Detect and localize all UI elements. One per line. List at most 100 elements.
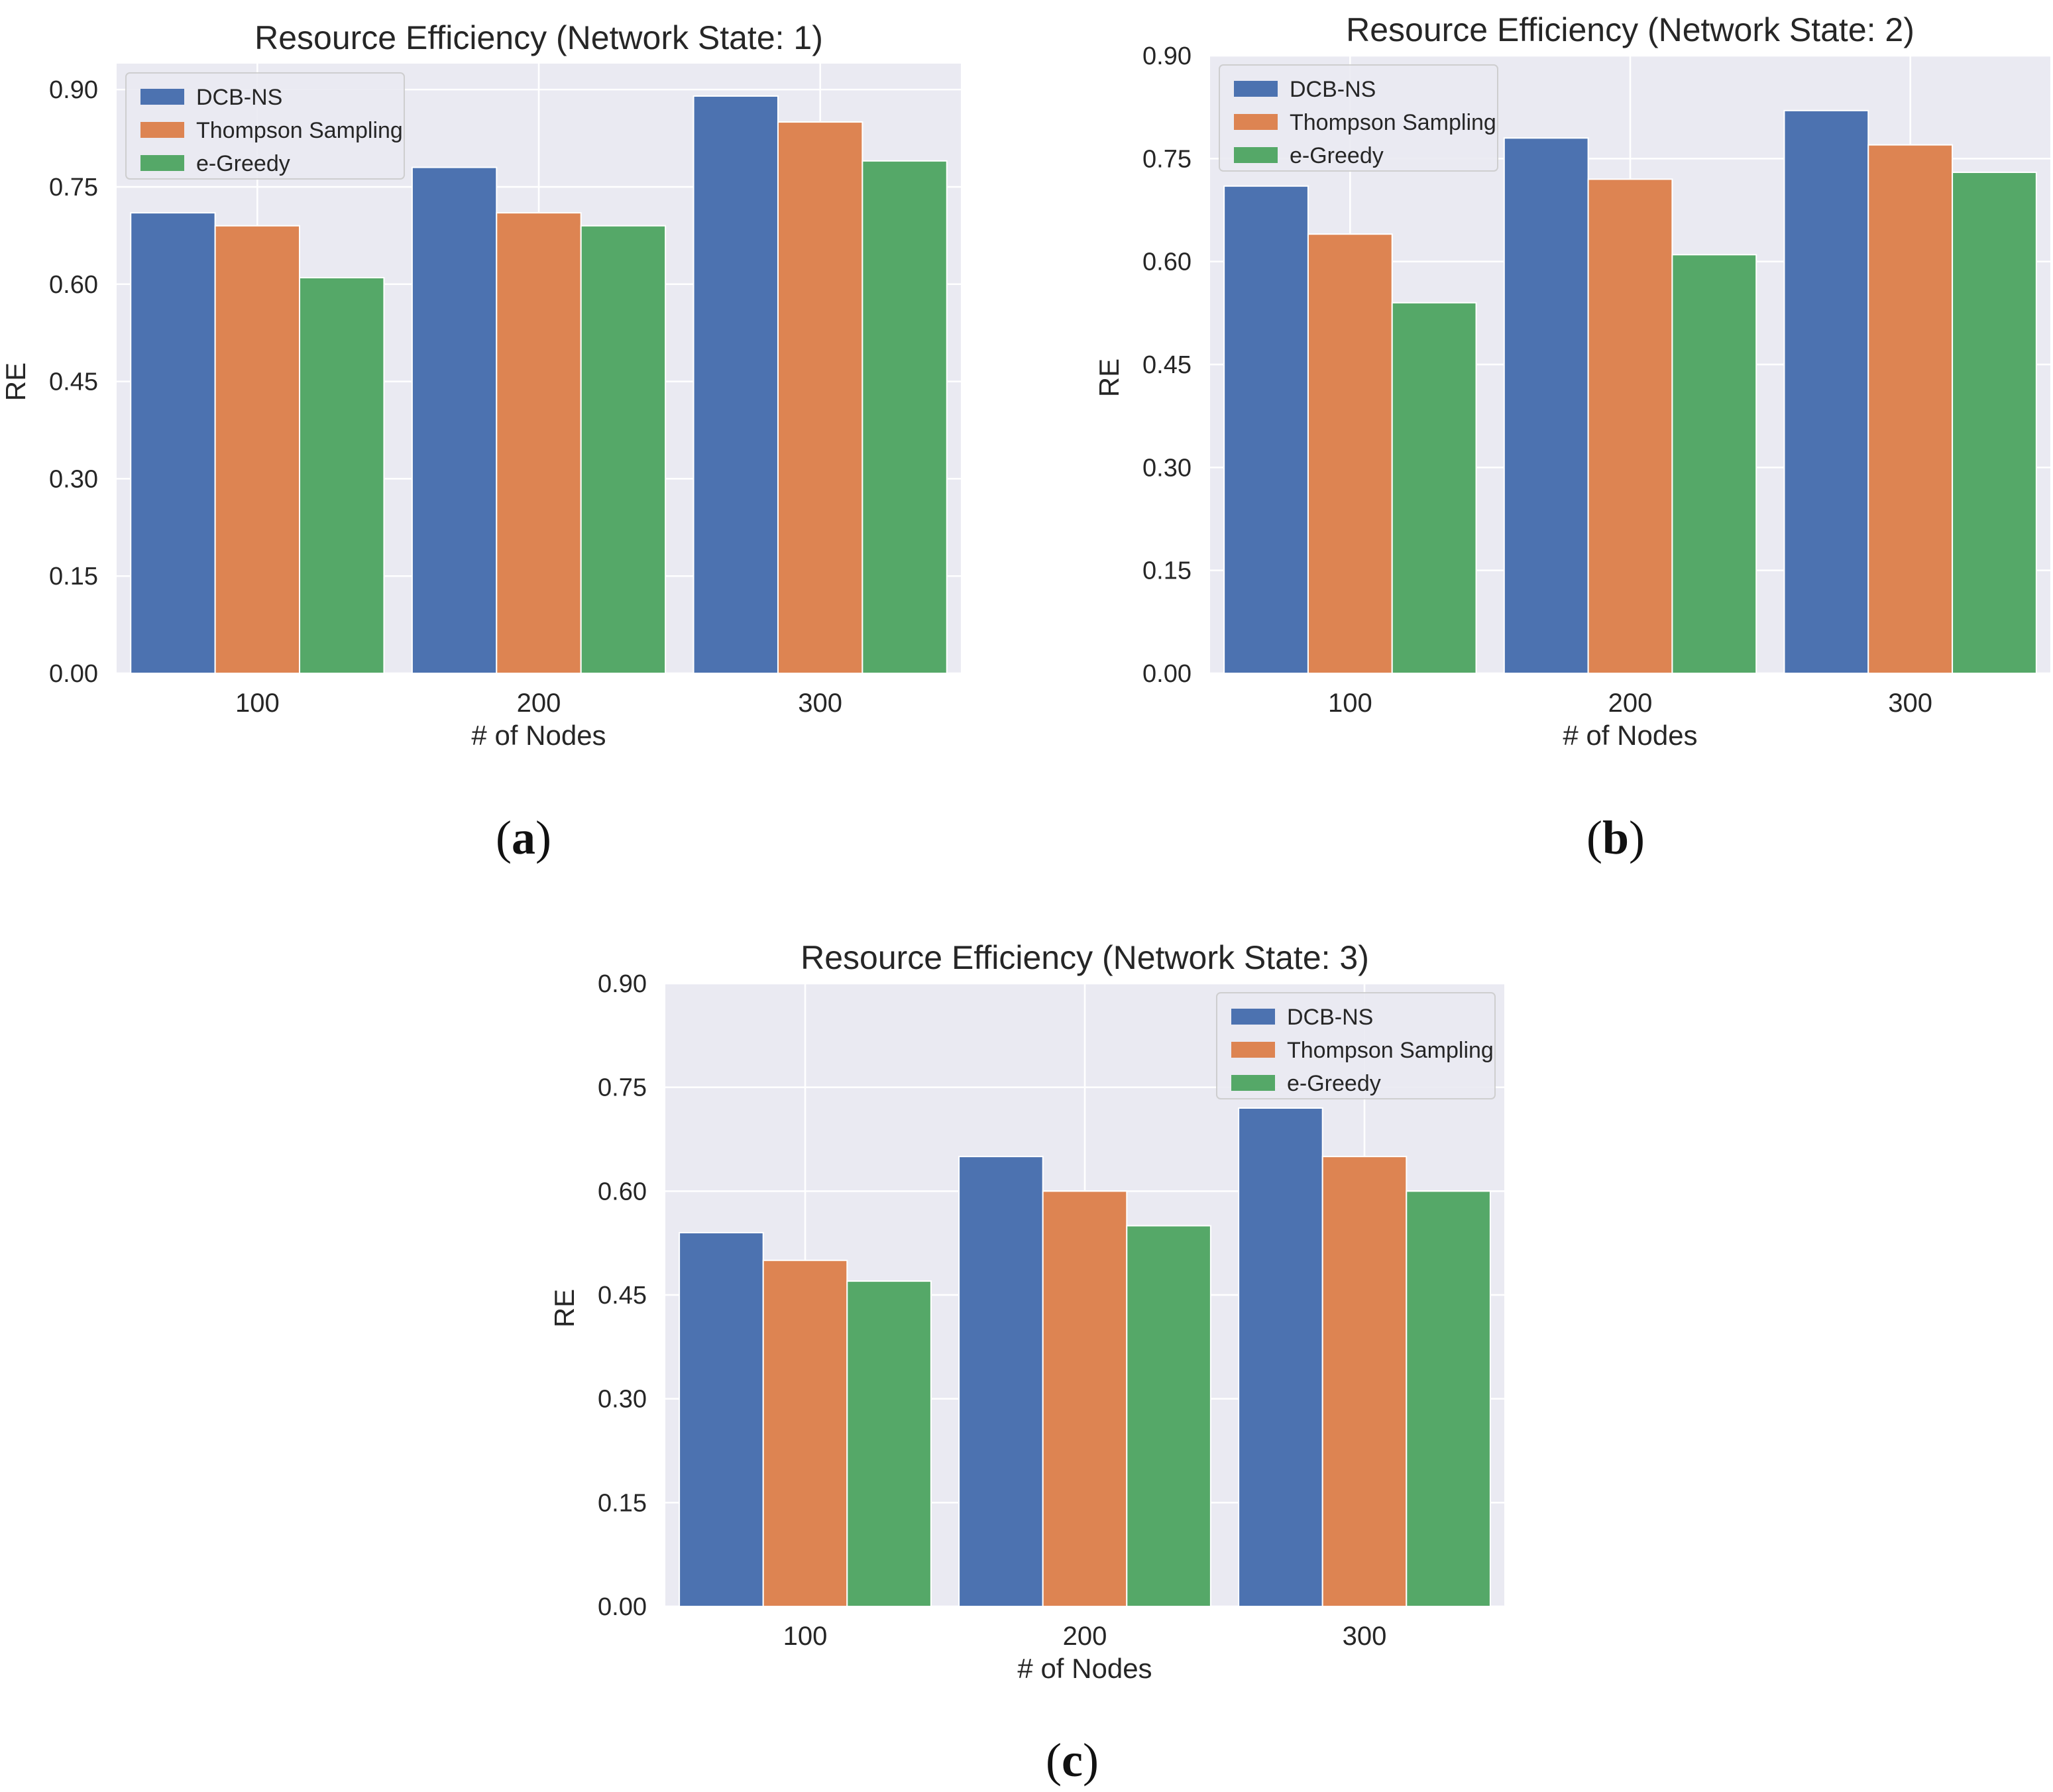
y-tick-label: 0.75: [49, 174, 98, 201]
y-tick-label: 0.15: [598, 1489, 647, 1517]
y-tick-label: 0.90: [49, 76, 98, 104]
y-tick-label: 0.00: [598, 1593, 647, 1621]
y-tick-label: 0.60: [49, 271, 98, 299]
y-tick-label: 0.00: [49, 660, 98, 688]
bar-dcb-ns-300: [1783, 109, 1869, 675]
x-axis-label: # of Nodes: [1017, 1653, 1152, 1684]
y-axis-label: RE: [549, 1289, 580, 1327]
y-tick-label: 0.30: [49, 465, 98, 493]
y-axis-label: RE: [1093, 359, 1125, 397]
y-tick-label: 0.60: [598, 1178, 647, 1205]
bar-thompson-sampling-200: [1042, 1190, 1128, 1608]
y-tick-label: 0.00: [1142, 660, 1192, 688]
x-axis-label: # of Nodes: [1563, 720, 1697, 751]
legend-label: e-Greedy: [196, 151, 290, 176]
bar-dcb-ns-200: [1503, 137, 1589, 674]
chart-panel-c: 0.00 0.15 0.30 0.45 0.60 0.75 0.90 100 200 300 Res…: [549, 939, 1504, 1787]
bar-dcb-ns-200: [958, 1156, 1044, 1607]
y-tick-label: 0.15: [49, 563, 98, 590]
bar-e-greedy-200: [1671, 254, 1757, 674]
y-tick-label: 0.30: [1142, 454, 1192, 482]
y-tick-label: 0.75: [598, 1074, 647, 1102]
bar-thompson-sampling-300: [777, 121, 863, 675]
legend-label: DCB-NS: [196, 85, 282, 110]
legend: DCB-NS Thompson Sampling e-Greedy: [125, 72, 405, 180]
panel-letter: b: [1602, 811, 1629, 864]
y-tick-label: 0.90: [1142, 42, 1192, 70]
x-axis-label: # of Nodes: [471, 720, 606, 751]
x-tick-label: 200: [517, 689, 561, 718]
bar-dcb-ns-100: [130, 212, 216, 674]
x-tick-label: 200: [1063, 1622, 1107, 1651]
bar-e-greedy-300: [861, 160, 948, 674]
x-tick-label: 300: [798, 689, 842, 718]
x-tick-label: 300: [1343, 1622, 1387, 1651]
x-tick-label: 100: [1328, 689, 1372, 718]
bar-e-greedy-100: [846, 1280, 932, 1607]
legend-label: DCB-NS: [1287, 1005, 1373, 1030]
legend-label: Thompson Sampling: [1287, 1038, 1494, 1063]
bar-e-greedy-300: [1406, 1190, 1491, 1608]
legend-swatch: [1231, 1075, 1275, 1091]
bar-thompson-sampling-200: [496, 212, 582, 674]
bar-e-greedy-100: [299, 276, 385, 675]
x-tick-label: 300: [1888, 689, 1932, 718]
bar-e-greedy-200: [580, 225, 667, 674]
legend-swatch: [1231, 1042, 1275, 1058]
chart-panel-a: 0.00 0.15 0.30 0.45 0.60 0.75 0.90 100 200 300 Res…: [0, 19, 961, 864]
panel-letter: c: [1062, 1734, 1083, 1787]
y-tick-label: 0.15: [1142, 557, 1192, 585]
bar-e-greedy-200: [1126, 1225, 1211, 1607]
panel-label: (b): [1586, 811, 1645, 864]
legend-swatch: [140, 155, 184, 171]
legend-box: [1216, 992, 1496, 1099]
legend-label: e-Greedy: [1290, 143, 1384, 168]
chart-title: Resource Efficiency (Network State: 3): [801, 939, 1369, 976]
bar-dcb-ns-100: [679, 1232, 764, 1607]
bar-thompson-sampling-100: [762, 1259, 848, 1608]
bar-thompson-sampling-200: [1587, 178, 1673, 674]
legend-box: [1219, 64, 1498, 172]
chart-panel-b: 0.00 0.15 0.30 0.45 0.60 0.75 0.90 100 200 300 Res…: [1093, 11, 2050, 864]
legend-label: Thompson Sampling: [1290, 110, 1496, 135]
bar-thompson-sampling-300: [1321, 1156, 1408, 1607]
bar-dcb-ns-200: [411, 166, 498, 674]
bar-thompson-sampling-300: [1867, 144, 1954, 675]
bar-dcb-ns-100: [1223, 185, 1309, 674]
chart-title: Resource Efficiency (Network State: 1): [254, 19, 823, 56]
y-tick-label: 0.75: [1142, 145, 1192, 173]
bar-dcb-ns-300: [1238, 1107, 1323, 1607]
x-tick-label: 100: [235, 689, 280, 718]
legend-box: [125, 72, 405, 180]
chart-title: Resource Efficiency (Network State: 2): [1346, 11, 1914, 48]
legend-swatch: [1234, 114, 1278, 130]
y-tick-label: 0.30: [598, 1386, 647, 1414]
legend: DCB-NS Thompson Sampling e-Greedy: [1216, 992, 1496, 1099]
bar-e-greedy-300: [1952, 172, 2037, 674]
panel-label: (a): [496, 811, 551, 864]
y-tick-label: 0.45: [1142, 351, 1192, 379]
y-axis-label: RE: [0, 363, 31, 401]
bar-dcb-ns-300: [693, 95, 779, 675]
legend-swatch: [1234, 81, 1278, 97]
bar-thompson-sampling-100: [1307, 233, 1393, 674]
panel-letter: a: [512, 811, 535, 864]
y-tick-label: 0.60: [1142, 249, 1192, 276]
legend-swatch: [1234, 147, 1278, 163]
y-tick-label: 0.90: [598, 970, 647, 998]
bar-e-greedy-100: [1391, 302, 1477, 674]
legend: DCB-NS Thompson Sampling e-Greedy: [1219, 64, 1498, 172]
legend-label: DCB-NS: [1290, 77, 1376, 102]
y-tick-label: 0.45: [598, 1282, 647, 1310]
y-tick-label: 0.45: [49, 368, 98, 396]
x-tick-label: 200: [1608, 689, 1653, 718]
legend-swatch: [140, 122, 184, 138]
legend-label: e-Greedy: [1287, 1071, 1381, 1096]
x-tick-label: 100: [783, 1622, 828, 1651]
legend-label: Thompson Sampling: [196, 118, 403, 143]
legend-swatch: [1231, 1009, 1275, 1025]
legend-swatch: [140, 89, 184, 105]
bar-thompson-sampling-100: [214, 225, 301, 674]
panel-label: (c): [1046, 1734, 1099, 1787]
